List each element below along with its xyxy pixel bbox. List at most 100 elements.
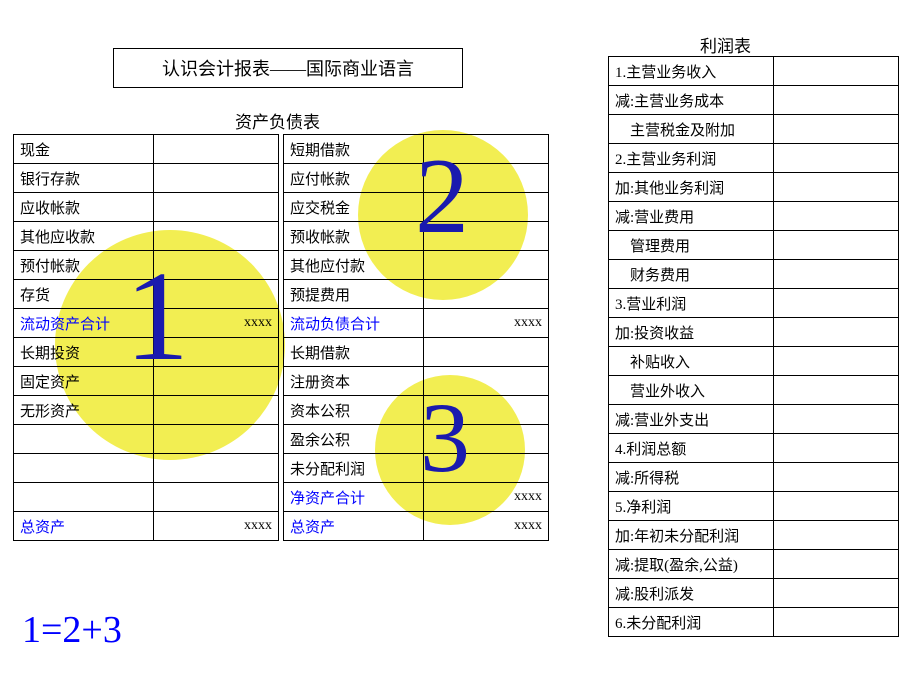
table-row: 5.净利润 [609, 492, 899, 521]
table-row: 加:其他业务利润 [609, 173, 899, 202]
row-label: 现金 [14, 135, 154, 164]
table-row: 应收帐款 [14, 193, 279, 222]
table-row: 补贴收入 [609, 347, 899, 376]
row-label: 减:提取(盈余,公益) [609, 550, 774, 579]
row-label: 财务费用 [609, 260, 774, 289]
table-row: 4.利润总额 [609, 434, 899, 463]
row-value [774, 86, 899, 115]
row-value [154, 222, 279, 251]
row-value [774, 318, 899, 347]
table-row: 管理费用 [609, 231, 899, 260]
balance-sheet-label: 资产负债表 [235, 108, 320, 133]
table-row [14, 454, 279, 483]
table-row: 长期投资 [14, 338, 279, 367]
row-value [424, 454, 549, 483]
row-value [774, 405, 899, 434]
row-value [154, 338, 279, 367]
table-row: 1.主营业务收入 [609, 57, 899, 86]
table-row: 减:主营业务成本 [609, 86, 899, 115]
row-label: 存货 [14, 280, 154, 309]
row-value [154, 251, 279, 280]
equation-text: 1=2+3 [22, 608, 122, 652]
row-label: 营业外收入 [609, 376, 774, 405]
row-value [424, 367, 549, 396]
row-label: 短期借款 [284, 135, 424, 164]
table-row [14, 425, 279, 454]
row-label: 预提费用 [284, 280, 424, 309]
row-label: 流动负债合计 [284, 309, 424, 338]
row-value [154, 135, 279, 164]
table-row: 预付帐款 [14, 251, 279, 280]
row-value [424, 164, 549, 193]
row-label: 预收帐款 [284, 222, 424, 251]
row-value [154, 280, 279, 309]
row-label: 加:其他业务利润 [609, 173, 774, 202]
table-row: 减:提取(盈余,公益) [609, 550, 899, 579]
table-row: 减:股利派发 [609, 579, 899, 608]
table-row [14, 483, 279, 512]
row-value [774, 144, 899, 173]
row-value [774, 608, 899, 637]
row-value [154, 164, 279, 193]
table-row: 净资产合计xxxx [284, 483, 549, 512]
row-value: xxxx [154, 512, 279, 541]
row-value [424, 135, 549, 164]
row-label: 净资产合计 [284, 483, 424, 512]
row-label: 流动资产合计 [14, 309, 154, 338]
row-label: 1.主营业务收入 [609, 57, 774, 86]
row-label: 注册资本 [284, 367, 424, 396]
row-value [154, 483, 279, 512]
table-row: 盈余公积 [284, 425, 549, 454]
profit-statement-label: 利润表 [700, 32, 751, 57]
table-row: 资本公积 [284, 396, 549, 425]
row-value [774, 347, 899, 376]
table-row: 3.营业利润 [609, 289, 899, 318]
row-label: 加:年初未分配利润 [609, 521, 774, 550]
table-row: 预提费用 [284, 280, 549, 309]
table-row: 加:年初未分配利润 [609, 521, 899, 550]
row-label: 预付帐款 [14, 251, 154, 280]
table-row: 主营税金及附加 [609, 115, 899, 144]
row-value [774, 231, 899, 260]
row-value [424, 193, 549, 222]
row-label: 其他应付款 [284, 251, 424, 280]
table-row: 长期借款 [284, 338, 549, 367]
row-label: 盈余公积 [284, 425, 424, 454]
table-row: 营业外收入 [609, 376, 899, 405]
row-label: 减:股利派发 [609, 579, 774, 608]
row-label: 减:所得税 [609, 463, 774, 492]
row-label: 银行存款 [14, 164, 154, 193]
row-label: 其他应收款 [14, 222, 154, 251]
table-row: 减:营业费用 [609, 202, 899, 231]
table-row: 存货 [14, 280, 279, 309]
table-row: 流动资产合计xxxx [14, 309, 279, 338]
row-value [154, 425, 279, 454]
row-value [424, 280, 549, 309]
table-row: 未分配利润 [284, 454, 549, 483]
row-label: 应收帐款 [14, 193, 154, 222]
table-row: 总资产xxxx [14, 512, 279, 541]
row-label: 总资产 [14, 512, 154, 541]
table-row: 总资产xxxx [284, 512, 549, 541]
row-label: 应交税金 [284, 193, 424, 222]
row-value [424, 425, 549, 454]
row-label: 5.净利润 [609, 492, 774, 521]
row-value [774, 115, 899, 144]
balance-liabilities-table: 短期借款应付帐款应交税金预收帐款其他应付款预提费用流动负债合计xxxx长期借款注… [283, 134, 549, 541]
table-row: 其他应收款 [14, 222, 279, 251]
balance-assets-table: 现金银行存款应收帐款其他应收款预付帐款存货流动资产合计xxxx长期投资固定资产无… [13, 134, 279, 541]
row-label: 未分配利润 [284, 454, 424, 483]
row-label: 主营税金及附加 [609, 115, 774, 144]
page-title-box: 认识会计报表——国际商业语言 [113, 48, 463, 88]
table-row: 加:投资收益 [609, 318, 899, 347]
row-label [14, 454, 154, 483]
row-label: 减:营业费用 [609, 202, 774, 231]
profit-table: 1.主营业务收入减:主营业务成本 主营税金及附加2.主营业务利润加:其他业务利润… [608, 56, 899, 637]
row-value [774, 376, 899, 405]
table-row: 6.未分配利润 [609, 608, 899, 637]
row-label: 4.利润总额 [609, 434, 774, 463]
row-value: xxxx [424, 483, 549, 512]
row-label: 固定资产 [14, 367, 154, 396]
row-label: 2.主营业务利润 [609, 144, 774, 173]
row-value [424, 396, 549, 425]
